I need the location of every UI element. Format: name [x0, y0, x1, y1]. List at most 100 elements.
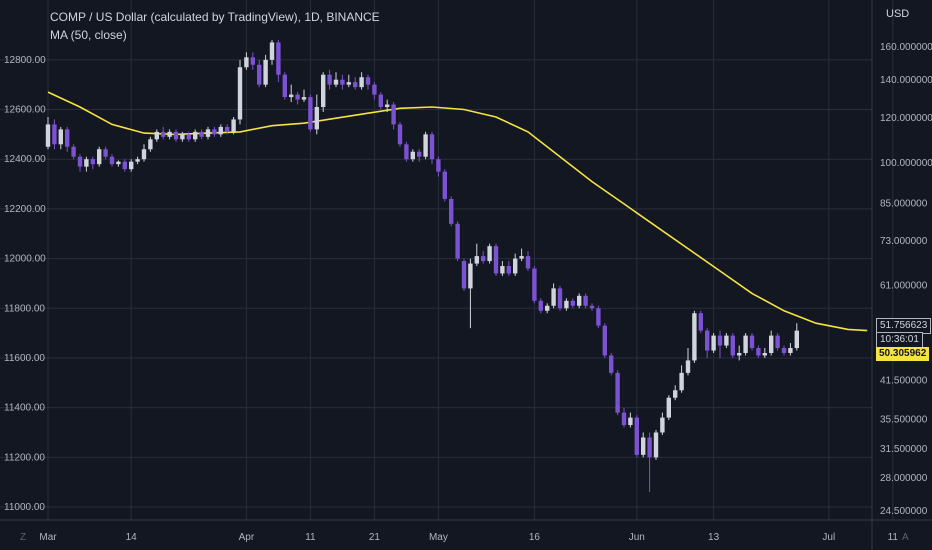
candle-body	[551, 288, 556, 306]
candle-body	[353, 82, 358, 88]
candle-body	[410, 151, 415, 160]
candle-body	[340, 79, 345, 85]
candle-body	[186, 134, 191, 140]
candle	[711, 333, 716, 353]
candle	[109, 154, 115, 167]
candle-body	[564, 300, 569, 309]
candle	[474, 243, 479, 267]
candle	[717, 330, 723, 358]
left-axis-tick-label: 12000.00	[4, 254, 46, 265]
x-axis-tick-label: 11	[888, 532, 899, 543]
candle-body	[397, 124, 403, 145]
candle-body	[231, 119, 236, 132]
chart-legend: COMP / US Dollar (calculated by TradingV…	[50, 8, 380, 44]
candle	[455, 221, 460, 262]
right-axis-tick-label: 61.000000	[880, 280, 928, 291]
candle	[487, 243, 492, 264]
ma-value-tag: 50.305962	[876, 347, 930, 361]
candle-body	[641, 437, 646, 455]
candle	[442, 169, 447, 202]
candle-body	[97, 149, 102, 165]
candle	[775, 333, 780, 351]
candle	[205, 126, 211, 140]
candle-body	[321, 74, 326, 108]
candle-body	[173, 131, 179, 140]
ma-layer	[47, 91, 868, 332]
candle	[135, 156, 140, 165]
candle	[545, 303, 550, 314]
candle-body	[455, 223, 460, 259]
candle	[692, 310, 697, 363]
candle-body	[493, 246, 499, 274]
candle-body	[154, 131, 159, 140]
candle	[65, 126, 70, 152]
candle	[666, 395, 671, 421]
auto-scale-button[interactable]: A	[902, 532, 909, 543]
candle	[71, 144, 76, 160]
candle-body	[244, 57, 249, 68]
candle-body	[417, 151, 422, 157]
left-axis-tick-label: 11400.00	[4, 403, 45, 414]
candle	[500, 261, 505, 276]
candle	[231, 116, 236, 135]
candle-body	[596, 308, 601, 326]
candle	[378, 92, 383, 110]
candle-body	[71, 146, 76, 157]
candle	[276, 39, 281, 83]
candle	[141, 144, 147, 162]
candle	[193, 129, 198, 142]
candle	[653, 430, 659, 460]
candle	[660, 412, 665, 435]
candle	[602, 323, 607, 358]
candle-body	[212, 129, 217, 135]
candle-body	[525, 256, 531, 269]
x-axis-tick-label: Mar	[39, 532, 57, 543]
candle	[609, 352, 614, 376]
timezone-button[interactable]: Z	[20, 532, 27, 543]
candle	[506, 261, 511, 276]
candle-body	[141, 149, 147, 160]
candle	[762, 348, 767, 358]
bar-countdown-tag: 10:36:01	[876, 332, 923, 348]
candle-body	[692, 313, 697, 361]
candle	[90, 156, 95, 170]
moving-average-line	[47, 91, 868, 332]
candle-body	[372, 84, 377, 95]
candle	[391, 102, 396, 130]
candle-body	[122, 161, 127, 170]
candle	[417, 149, 422, 162]
candle-body	[653, 432, 659, 458]
axis-unit-label: USD	[886, 8, 910, 20]
right-axis-tick-label: 28.000000	[880, 473, 928, 484]
symbol-title[interactable]: COMP / US Dollar (calculated by TradingV…	[50, 10, 380, 24]
candle-body	[583, 295, 588, 306]
candle-body	[589, 305, 595, 309]
right-price-axis: 24.500000 28.000000 31.500000 35.500000 41.5…	[880, 42, 932, 517]
candle	[269, 39, 275, 65]
candle-body	[391, 104, 396, 125]
candle	[794, 323, 799, 351]
candle-body	[557, 288, 563, 309]
right-axis-tick-label: 41.500000	[880, 376, 928, 387]
candle-body	[385, 104, 390, 108]
x-axis-tick-label: 14	[126, 532, 138, 543]
candle	[282, 72, 287, 100]
candle-body	[717, 335, 723, 346]
time-axis: Mar14Apr1121May16Jun13Jul1121	[39, 532, 899, 543]
candle-body	[346, 82, 351, 85]
candle-body	[90, 159, 95, 165]
candle-body	[180, 134, 185, 140]
candle	[557, 285, 563, 311]
candle-body	[429, 134, 435, 160]
candle-body	[749, 335, 755, 349]
candle-body	[289, 94, 294, 98]
indicator-label[interactable]: MA (50, close)	[50, 28, 127, 42]
candle-body	[724, 335, 729, 346]
candle-body	[538, 300, 543, 311]
candle-body	[698, 313, 703, 331]
right-axis-tick-label: 31.500000	[880, 444, 928, 455]
candle	[186, 131, 191, 142]
candle	[673, 385, 678, 401]
